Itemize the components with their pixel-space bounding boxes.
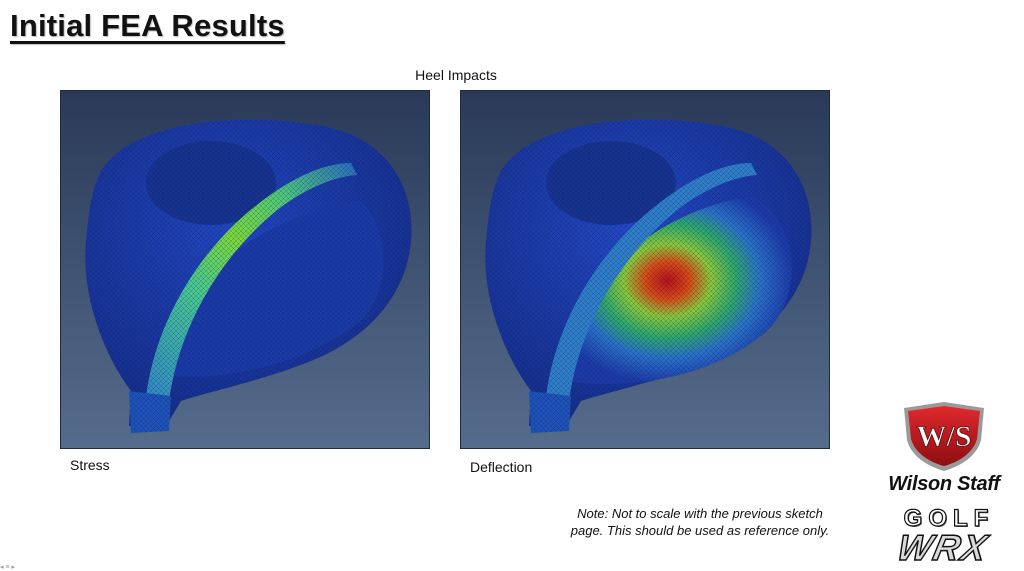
monogram-text: W/S <box>916 420 971 453</box>
slide-subtitle: Heel Impacts <box>415 67 497 83</box>
deflection-fea-image <box>460 90 830 449</box>
watermark-wrx: WRX <box>893 526 993 569</box>
watermark-golf: GOLF <box>903 504 995 532</box>
deflection-caption: Deflection <box>470 459 533 475</box>
brand-name: Wilson Staff <box>888 473 1000 495</box>
wilson-staff-logo: W/S <box>899 400 989 472</box>
stress-fea-image <box>60 90 430 449</box>
slide-title: Initial FEA Results <box>10 8 285 43</box>
reference-note: Note: Not to scale with the previous ske… <box>570 506 830 538</box>
stress-caption: Stress <box>70 457 110 473</box>
slide-nav-controls[interactable]: ◂ ≡ ▸ <box>0 564 16 571</box>
